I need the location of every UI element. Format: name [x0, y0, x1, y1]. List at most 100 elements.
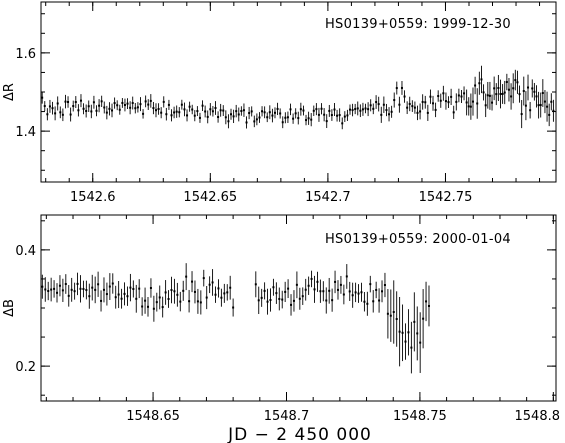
- data-marker: [380, 113, 383, 116]
- data-point: [266, 288, 269, 315]
- data-point: [69, 107, 72, 122]
- data-marker: [111, 109, 114, 112]
- data-marker: [193, 290, 196, 293]
- data-marker: [91, 286, 94, 289]
- data-point: [290, 294, 293, 316]
- data-point: [520, 100, 523, 129]
- data-marker: [76, 282, 79, 285]
- data-marker: [61, 289, 64, 292]
- data-marker: [398, 103, 401, 106]
- data-point: [319, 279, 322, 303]
- data-marker: [552, 109, 555, 112]
- data-marker: [188, 300, 191, 303]
- data-point: [444, 92, 447, 110]
- data-point: [205, 286, 208, 310]
- data-marker: [175, 110, 178, 113]
- data-marker: [173, 290, 176, 293]
- data-point: [535, 85, 538, 108]
- data-point: [227, 114, 230, 129]
- data-point: [162, 96, 165, 108]
- data-point: [524, 91, 527, 121]
- data-marker: [48, 105, 51, 108]
- data-marker: [258, 116, 261, 119]
- data-marker: [467, 105, 470, 108]
- data-marker: [214, 106, 217, 109]
- data-marker: [92, 101, 95, 104]
- data-marker: [278, 297, 281, 300]
- data-point: [257, 286, 260, 315]
- data-marker: [398, 330, 401, 333]
- x-tick-label: 1542.6: [70, 190, 116, 205]
- data-marker: [129, 286, 132, 289]
- data-point: [79, 275, 82, 303]
- data-point: [157, 103, 160, 115]
- data-marker: [196, 110, 199, 113]
- data-point: [144, 287, 147, 314]
- x-tick-label: 1548.7: [264, 409, 310, 424]
- data-marker: [359, 109, 362, 112]
- data-point: [522, 76, 525, 106]
- data-marker: [369, 104, 372, 107]
- data-marker: [250, 110, 253, 113]
- data-marker: [235, 110, 238, 113]
- data-marker: [356, 107, 359, 110]
- data-marker: [272, 286, 275, 289]
- data-point: [279, 108, 282, 119]
- data-point: [253, 115, 256, 128]
- data-point: [70, 277, 73, 302]
- data-point: [465, 89, 468, 116]
- data-marker: [325, 120, 328, 123]
- data-point: [484, 93, 487, 118]
- data-marker: [411, 105, 414, 108]
- data-point: [390, 105, 393, 118]
- data-marker: [413, 106, 416, 109]
- data-marker: [447, 101, 450, 104]
- data-marker: [72, 105, 75, 108]
- data-marker: [316, 280, 319, 283]
- y-axis-label: ΔR: [2, 83, 17, 101]
- data-marker: [182, 289, 185, 292]
- data-point: [408, 96, 411, 112]
- data-point: [499, 79, 502, 109]
- x-axis-label: JD − 2 450 000: [227, 425, 372, 443]
- data-marker: [375, 101, 378, 104]
- data-point: [175, 105, 178, 118]
- data-marker: [123, 292, 126, 295]
- data-point: [142, 109, 145, 119]
- data-point: [134, 103, 137, 114]
- data-point: [191, 104, 194, 115]
- data-marker: [208, 283, 211, 286]
- data-marker: [437, 95, 440, 98]
- data-marker: [388, 113, 391, 116]
- data-point: [165, 107, 168, 121]
- data-marker: [310, 118, 313, 121]
- data-point: [305, 114, 308, 126]
- data-point: [301, 287, 304, 305]
- data-point: [149, 278, 152, 298]
- data-marker: [363, 300, 366, 303]
- data-point: [167, 290, 170, 308]
- data-point: [380, 106, 383, 123]
- data-point: [403, 90, 406, 103]
- data-point: [354, 282, 357, 303]
- data-marker: [191, 280, 194, 283]
- data-point: [152, 101, 155, 115]
- data-marker: [522, 90, 525, 93]
- data-point: [116, 100, 119, 111]
- data-marker: [136, 106, 139, 109]
- data-marker: [77, 109, 80, 112]
- data-point: [232, 109, 235, 124]
- data-marker: [395, 87, 398, 90]
- data-point: [381, 280, 384, 303]
- data-marker: [108, 107, 111, 110]
- data-point: [312, 105, 315, 116]
- data-point: [429, 89, 432, 104]
- data-marker: [138, 287, 141, 290]
- data-point: [455, 93, 458, 111]
- data-point: [85, 280, 88, 300]
- data-point: [275, 282, 278, 304]
- data-marker: [429, 95, 432, 98]
- data-marker: [54, 112, 57, 115]
- data-point: [375, 95, 378, 109]
- data-point: [94, 276, 97, 304]
